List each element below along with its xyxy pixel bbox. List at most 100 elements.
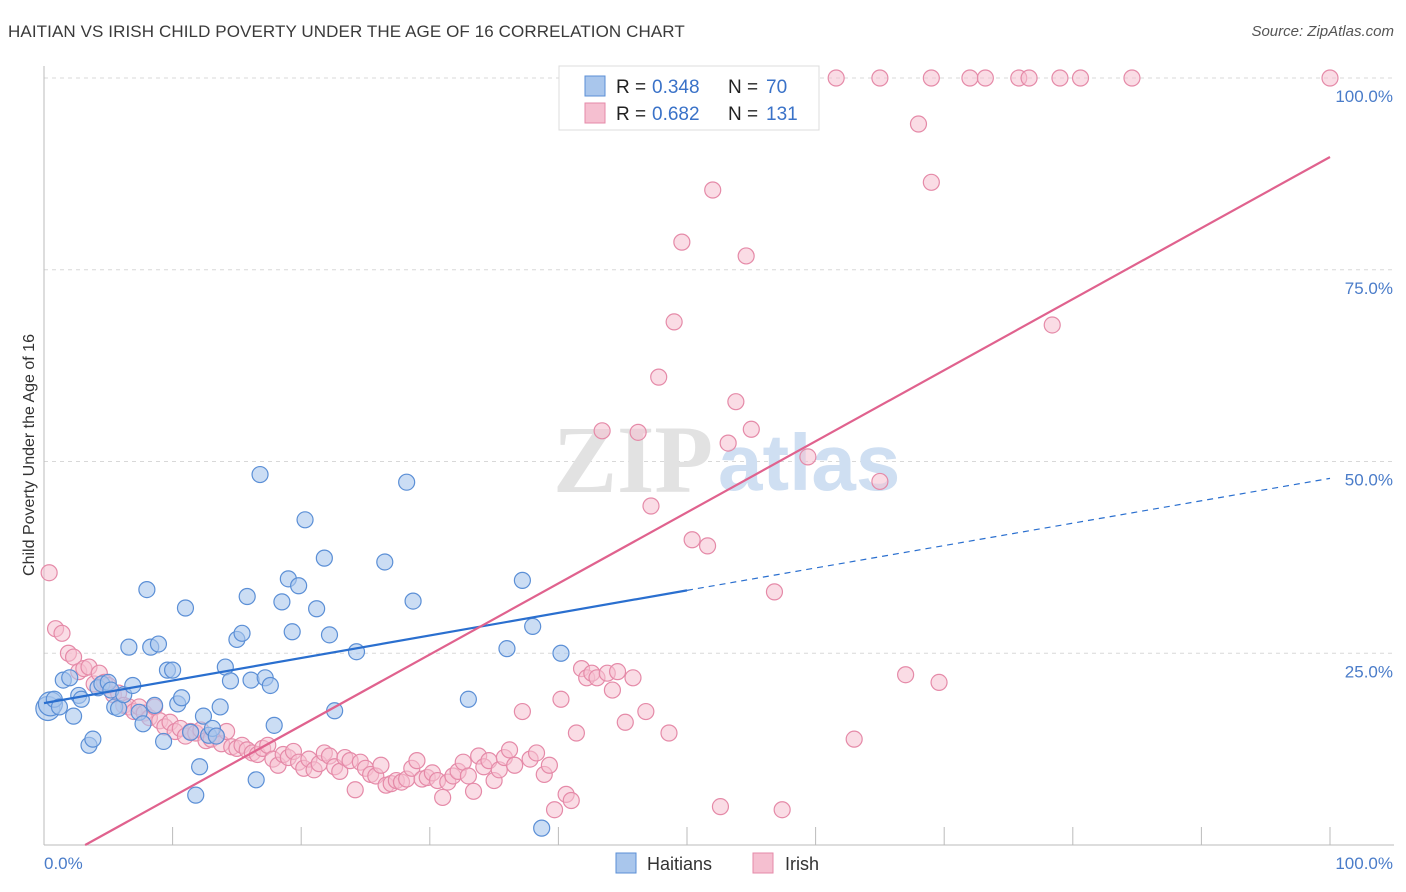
y-tick-label: 50.0% xyxy=(1345,471,1393,490)
irish-point xyxy=(506,756,524,774)
haitian-point xyxy=(247,771,265,789)
haitian-point xyxy=(182,723,200,741)
irish-point xyxy=(459,767,477,785)
haitian-point xyxy=(459,690,477,708)
irish-point xyxy=(616,713,634,731)
irish-point xyxy=(909,115,928,133)
haitian-point xyxy=(154,732,173,751)
irish-point xyxy=(603,681,622,699)
haitian-point xyxy=(347,643,366,661)
irish-point xyxy=(660,724,678,742)
irish-point xyxy=(346,781,364,799)
irish-point xyxy=(545,801,564,819)
haitian-point xyxy=(187,786,205,804)
irish-point xyxy=(629,423,647,441)
haitian-point xyxy=(207,727,225,745)
haitian-point xyxy=(138,580,156,599)
haitian-point xyxy=(315,549,333,567)
haitian-point xyxy=(296,511,314,529)
haitian-point xyxy=(64,707,83,725)
irish-point xyxy=(871,69,889,87)
y-tick-labels: 25.0% 50.0% 75.0% 100.0% xyxy=(1335,87,1393,681)
haitian-point xyxy=(238,587,256,606)
haitian-point xyxy=(50,698,69,716)
irish-point xyxy=(976,69,994,87)
haitian-point xyxy=(84,730,102,748)
haitian-point xyxy=(513,571,531,589)
irish-point xyxy=(527,744,546,762)
haitian-point xyxy=(164,661,182,679)
haitian-trend-extension xyxy=(686,477,1331,591)
haitian-point xyxy=(498,640,516,658)
haitian-point xyxy=(283,623,301,641)
irish-point xyxy=(665,313,683,331)
haitian-trend-line xyxy=(43,589,688,705)
irish-point xyxy=(408,752,426,770)
irish-point xyxy=(922,173,940,191)
haitian-point xyxy=(191,758,209,776)
haitian-point xyxy=(134,715,152,733)
irish-point xyxy=(53,624,71,642)
irish-point xyxy=(552,690,570,708)
x-tick-label: 100.0% xyxy=(1335,854,1393,873)
haitian-point xyxy=(233,624,251,642)
haitian-point xyxy=(290,577,308,595)
haitian-point xyxy=(376,553,394,571)
legend-n-value-2: 131 xyxy=(766,104,798,125)
irish-point xyxy=(773,801,791,819)
irish-point xyxy=(799,448,817,466)
haitian-point xyxy=(194,707,213,725)
legend-n-value-1: 70 xyxy=(766,77,787,98)
irish-point xyxy=(1071,69,1090,87)
irish-point xyxy=(624,669,642,687)
bottom-legend-swatch-irish xyxy=(752,852,774,874)
legend-swatch-haitians xyxy=(584,75,606,97)
irish-point xyxy=(711,798,730,816)
haitian-point xyxy=(145,696,164,715)
bottom-legend-swatch-haitians xyxy=(615,852,637,874)
legend-n-label-1: N = xyxy=(728,77,758,98)
irish-point xyxy=(372,756,390,774)
irish-point xyxy=(567,724,586,742)
irish-point xyxy=(922,69,940,87)
irish-point xyxy=(961,69,979,87)
irish-point xyxy=(683,531,701,549)
y-tick-label: 100.0% xyxy=(1335,87,1393,106)
haitian-point xyxy=(265,716,283,734)
haitian-point xyxy=(251,465,269,484)
legend-n-label-2: N = xyxy=(728,104,758,125)
irish-point xyxy=(897,666,915,684)
watermark-zip: ZIP xyxy=(553,406,713,513)
haitian-point xyxy=(308,600,326,618)
irish-point xyxy=(871,472,889,491)
irish-point xyxy=(1043,316,1061,334)
irish-point xyxy=(593,422,611,440)
irish-point xyxy=(540,756,558,774)
bottom-legend: Haitians Irish xyxy=(615,852,819,874)
irish-point xyxy=(1051,69,1069,87)
irish-point xyxy=(1020,69,1038,87)
irish-point xyxy=(40,564,58,582)
irish-point xyxy=(930,673,948,691)
irish-point xyxy=(698,537,717,555)
irish-point xyxy=(434,788,452,807)
haitian-point xyxy=(221,672,240,690)
haitian-point xyxy=(176,599,195,617)
chart-title: HAITIAN VS IRISH CHILD POVERTY UNDER THE… xyxy=(8,22,685,41)
haitian-point xyxy=(173,689,191,707)
irish-point xyxy=(727,393,745,411)
y-axis-label: Child Poverty Under the Age of 16 xyxy=(21,334,38,576)
irish-point xyxy=(513,702,531,721)
haitian-point xyxy=(320,626,339,644)
y-tick-label: 75.0% xyxy=(1345,279,1393,298)
legend-r-value-2: 0.682 xyxy=(652,104,700,125)
irish-point xyxy=(642,497,660,515)
legend: R = 0.348 N = 70 R = 0.682 N = 131 xyxy=(558,65,820,131)
irish-point xyxy=(608,663,627,681)
source-label: Source: ZipAtlas.com xyxy=(1251,23,1394,40)
irish-point xyxy=(742,420,760,438)
legend-r-label-2: R = xyxy=(616,104,646,125)
irish-point xyxy=(827,69,845,87)
trend-lines xyxy=(43,156,1331,846)
